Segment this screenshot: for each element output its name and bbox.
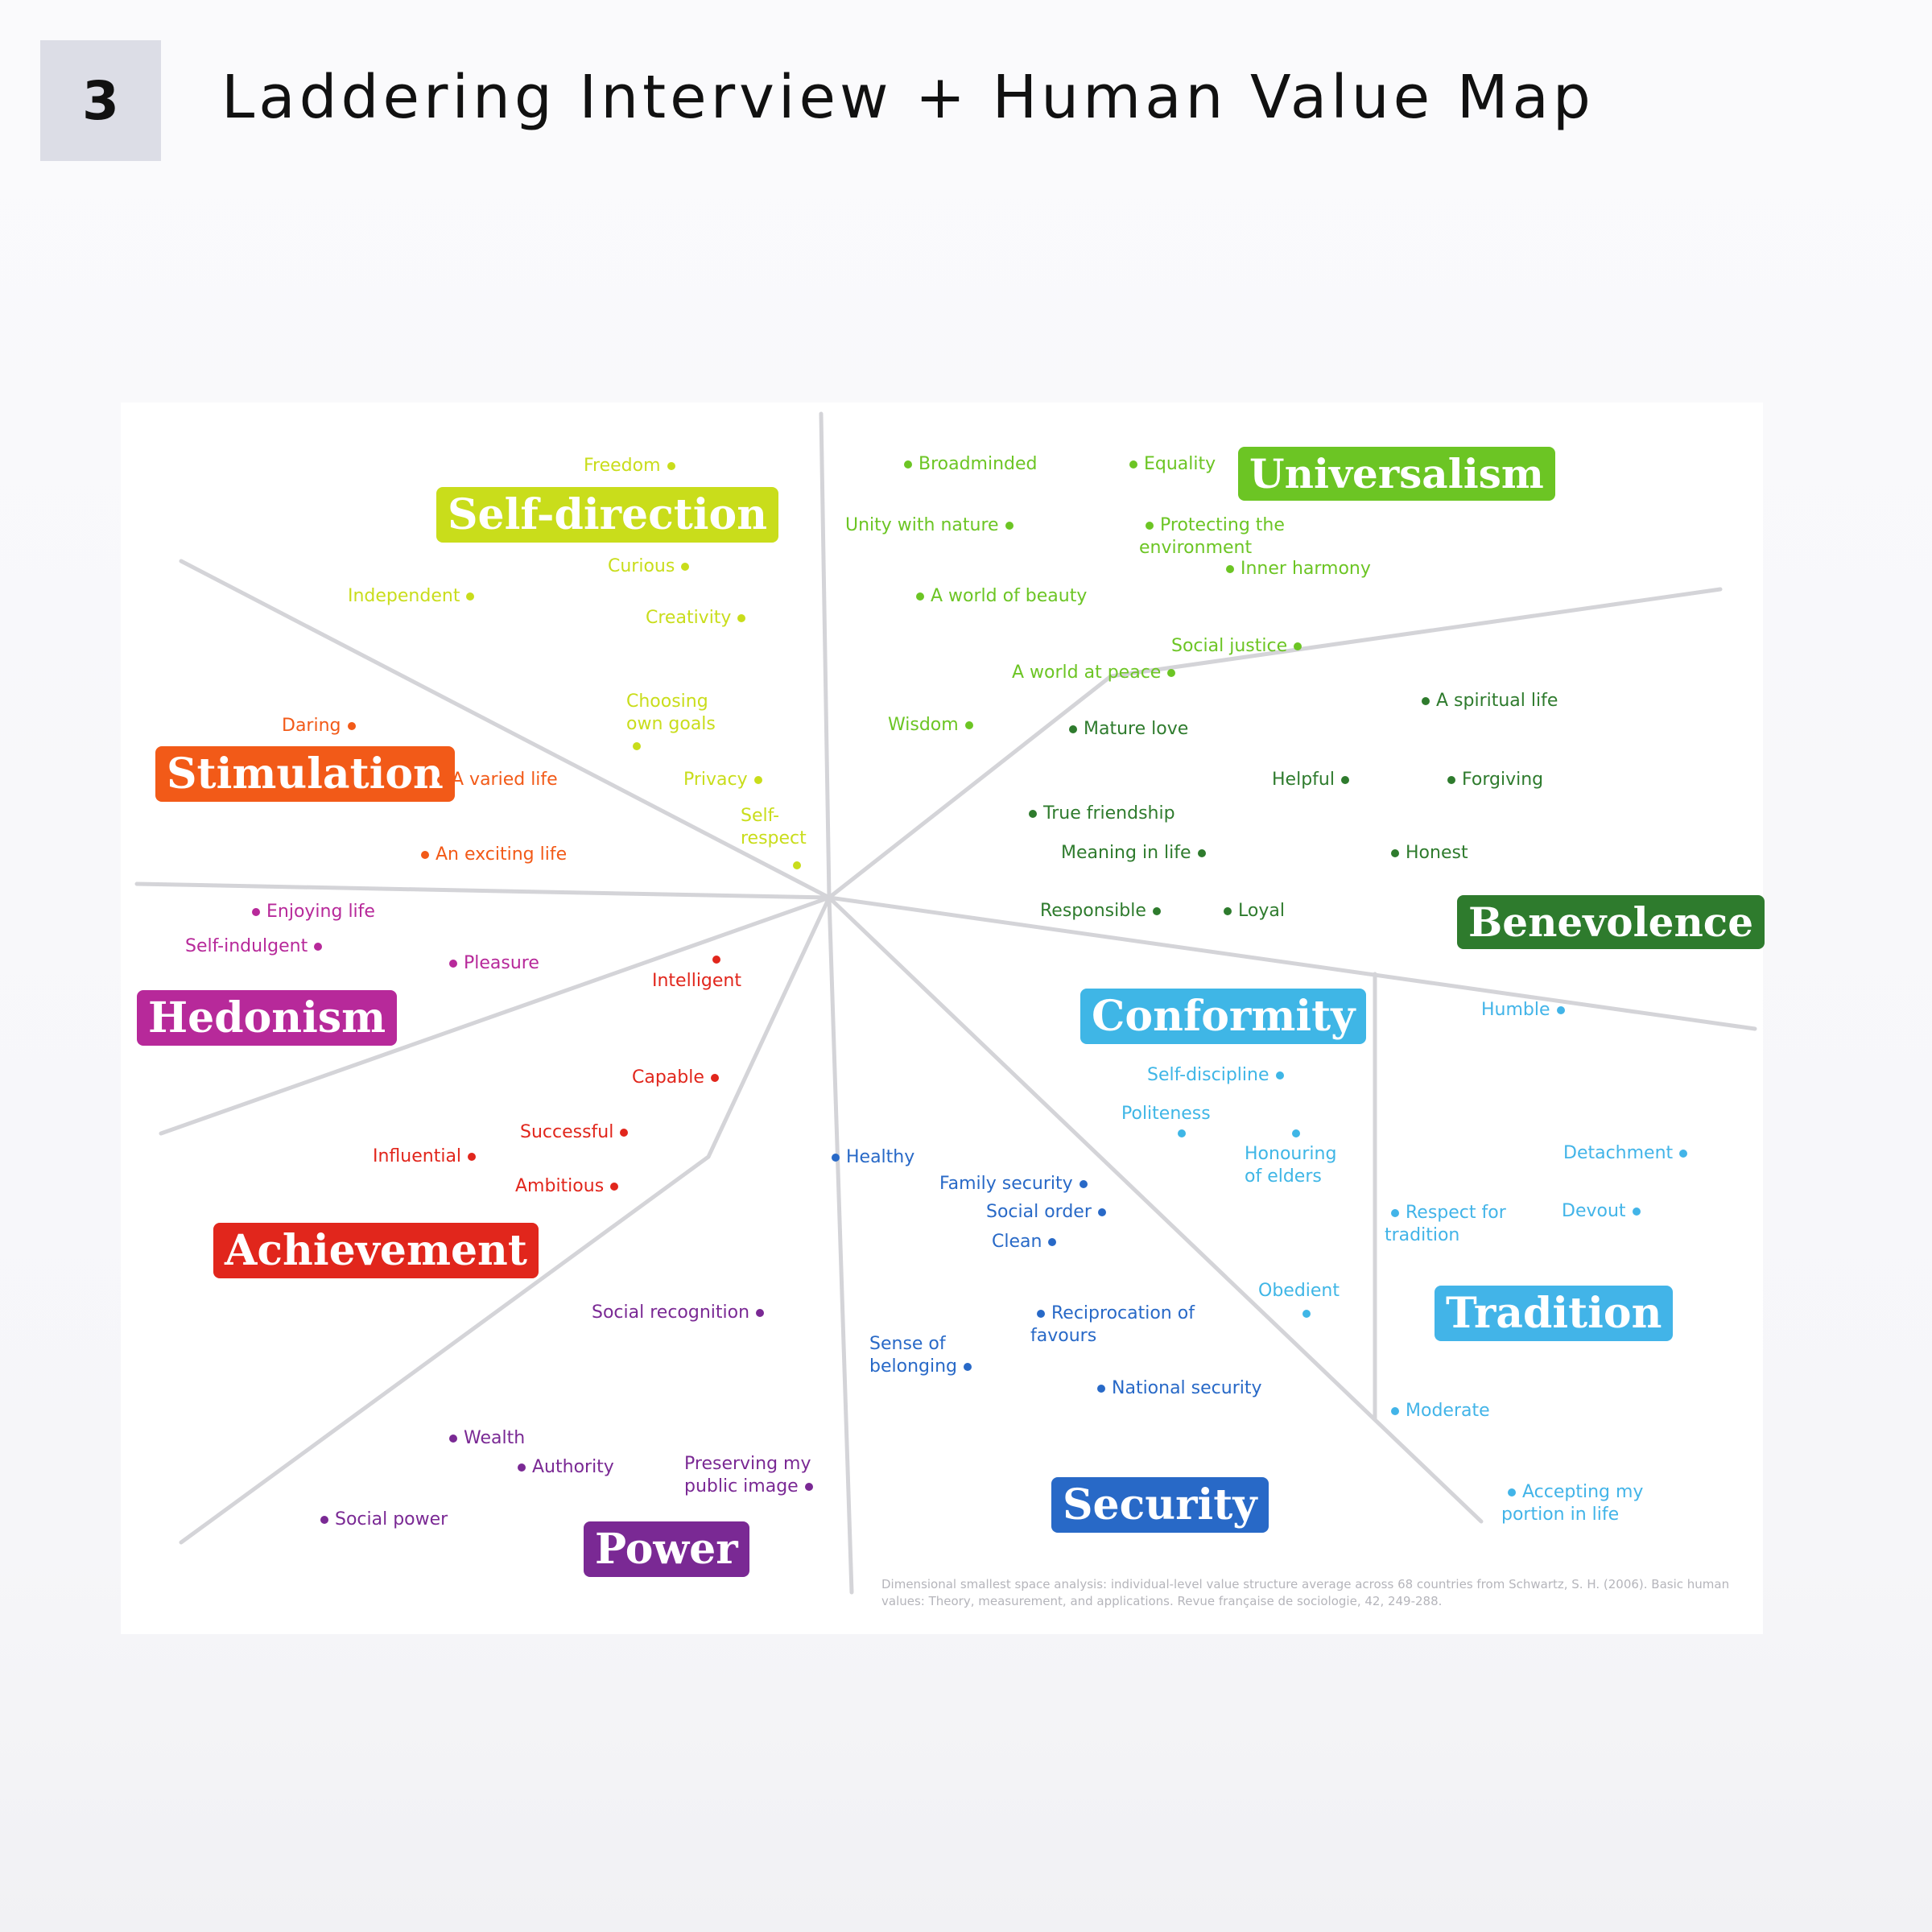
- value-intelligent-dot: [712, 956, 720, 964]
- divider-line: [159, 895, 832, 1136]
- value-choosing-own-goals: Choosing own goals: [626, 691, 731, 758]
- category-self-direction: Self-direction: [436, 487, 779, 543]
- value-preserving-public-image: Preserving my public image: [684, 1453, 845, 1497]
- divider-line: [827, 895, 1484, 1524]
- value-humble: Humble: [1481, 999, 1571, 1022]
- value-national-security: National security: [1091, 1377, 1262, 1400]
- value-map-divider-lines: [134, 411, 1757, 1595]
- category-universalism: Universalism: [1238, 447, 1555, 501]
- value-accepting-portion: Accepting my portion in life: [1501, 1482, 1644, 1525]
- value-reciprocation: Reciprocation of favours: [1030, 1303, 1195, 1346]
- divider-line: [179, 559, 832, 900]
- value-self-discipline: Self-discipline: [1147, 1064, 1290, 1087]
- value-sense-of-belonging: Sense of belonging: [869, 1333, 982, 1377]
- category-conformity: Conformity: [1080, 989, 1367, 1045]
- human-value-map: Self-direction Universalism Stimulation …: [121, 402, 1765, 1634]
- category-stimulation: Stimulation: [155, 746, 455, 803]
- value-creativity: Creativity: [646, 607, 752, 630]
- value-politeness: Politeness: [1121, 1104, 1211, 1124]
- divider-line: [819, 411, 832, 900]
- value-social-recognition: Social recognition: [592, 1302, 770, 1324]
- value-honest: Honest: [1385, 842, 1468, 865]
- value-pleasure: Pleasure: [443, 952, 539, 975]
- category-power: Power: [584, 1521, 749, 1578]
- divider-line: [179, 895, 832, 1545]
- value-loyal: Loyal: [1217, 900, 1285, 923]
- divider-line: [827, 587, 1723, 900]
- value-world-of-beauty: A world of beauty: [910, 585, 1087, 608]
- category-achievement: Achievement: [213, 1223, 539, 1279]
- divider-line: [827, 895, 854, 1595]
- value-capable: Capable: [632, 1067, 725, 1089]
- category-benevolence: Benevolence: [1457, 895, 1765, 949]
- value-social-justice: Social justice: [1171, 635, 1308, 658]
- value-unity-with-nature: Unity with nature: [845, 514, 1020, 537]
- value-self-respect-dot: [793, 861, 801, 869]
- value-moderate: Moderate: [1385, 1400, 1490, 1422]
- category-hedonism: Hedonism: [137, 990, 398, 1046]
- value-spiritual-life: A spiritual life: [1415, 690, 1558, 712]
- value-social-power: Social power: [314, 1509, 448, 1531]
- value-protecting-environment: Protecting the environment: [1139, 515, 1285, 558]
- value-successful: Successful: [520, 1121, 634, 1144]
- value-honouring-elders: Honouring of elders: [1245, 1144, 1337, 1187]
- value-family-security: Family security: [939, 1173, 1094, 1195]
- value-mature-love: Mature love: [1063, 718, 1188, 741]
- value-inner-harmony: Inner harmony: [1220, 558, 1371, 580]
- value-exciting-life: An exciting life: [415, 844, 567, 866]
- value-true-friendship: True friendship: [1022, 803, 1175, 825]
- value-influential: Influential: [373, 1146, 482, 1168]
- value-detachment: Detachment: [1563, 1142, 1694, 1165]
- value-wealth: Wealth: [443, 1427, 525, 1450]
- value-independent: Independent: [348, 585, 481, 608]
- category-security: Security: [1051, 1477, 1269, 1534]
- value-authority: Authority: [511, 1456, 614, 1479]
- value-healthy: Healthy: [825, 1146, 914, 1169]
- value-daring: Daring: [282, 715, 362, 737]
- value-obedient-dot: [1302, 1310, 1311, 1318]
- value-enjoying-life: Enjoying life: [246, 901, 375, 923]
- value-curious: Curious: [608, 555, 696, 578]
- slide-number-badge: 3: [40, 40, 161, 161]
- category-tradition: Tradition: [1435, 1286, 1674, 1342]
- slide-number: 3: [82, 69, 119, 132]
- value-meaning-in-life: Meaning in life: [1061, 842, 1212, 865]
- value-devout: Devout: [1562, 1200, 1647, 1223]
- value-honouring-elders-dot: [1292, 1129, 1300, 1137]
- value-responsible: Responsible: [1040, 900, 1167, 923]
- value-broadminded: Broadminded: [898, 453, 1038, 476]
- value-ambitious: Ambitious: [515, 1175, 625, 1198]
- value-politeness-dot: [1178, 1129, 1186, 1137]
- value-helpful: Helpful: [1272, 769, 1356, 791]
- value-self-respect: Self-respect: [741, 806, 807, 848]
- value-varied-life: A varied life: [431, 769, 558, 791]
- value-obedient: Obedient: [1258, 1281, 1340, 1301]
- value-intelligent: Intelligent: [652, 971, 741, 991]
- value-respect-tradition: Respect for tradition: [1385, 1203, 1506, 1245]
- value-clean: Clean: [992, 1231, 1063, 1253]
- value-wisdom: Wisdom: [888, 714, 980, 737]
- slide-title: Laddering Interview + Human Value Map: [221, 63, 1595, 132]
- value-equality: Equality: [1123, 453, 1216, 476]
- map-source-caption: Dimensional smallest space analysis: ind…: [881, 1577, 1730, 1608]
- value-privacy: Privacy: [683, 769, 769, 791]
- value-self-indulgent: Self-indulgent: [185, 935, 328, 958]
- value-freedom: Freedom: [584, 455, 682, 477]
- divider-line: [134, 881, 832, 900]
- value-world-at-peace: A world at peace: [1012, 662, 1182, 684]
- value-forgiving: Forgiving: [1441, 769, 1543, 791]
- divider-line: [827, 895, 1757, 1031]
- value-social-order: Social order: [986, 1201, 1113, 1224]
